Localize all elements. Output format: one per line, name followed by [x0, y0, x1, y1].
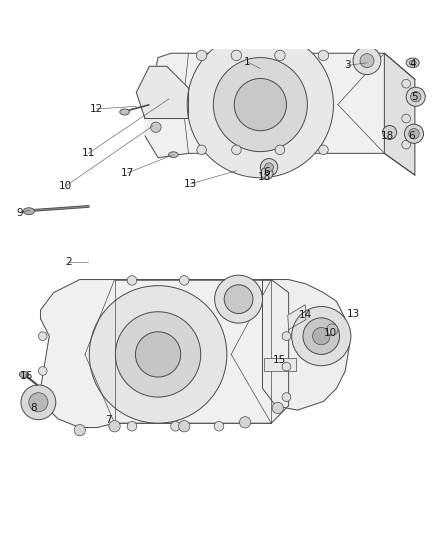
Polygon shape: [288, 305, 306, 329]
Circle shape: [404, 124, 424, 143]
Circle shape: [127, 276, 137, 285]
Polygon shape: [145, 53, 385, 158]
Circle shape: [213, 58, 307, 151]
Circle shape: [179, 421, 190, 432]
Circle shape: [260, 158, 278, 176]
Text: 10: 10: [323, 328, 336, 337]
Circle shape: [109, 421, 120, 432]
Circle shape: [240, 417, 251, 428]
Circle shape: [261, 167, 273, 180]
Ellipse shape: [19, 372, 29, 377]
Text: 4: 4: [410, 59, 416, 69]
Ellipse shape: [23, 208, 35, 215]
Circle shape: [187, 31, 333, 177]
Circle shape: [21, 385, 56, 419]
Circle shape: [282, 332, 291, 341]
Text: 15: 15: [272, 355, 286, 365]
Circle shape: [196, 50, 207, 61]
Text: 1: 1: [244, 57, 251, 67]
Circle shape: [272, 402, 283, 414]
Text: 6: 6: [408, 131, 415, 141]
Text: 10: 10: [59, 181, 72, 191]
Ellipse shape: [409, 60, 416, 66]
Text: 2: 2: [66, 257, 72, 267]
Circle shape: [89, 286, 227, 423]
Circle shape: [360, 54, 374, 68]
Circle shape: [406, 87, 425, 107]
Circle shape: [275, 145, 285, 155]
Circle shape: [39, 367, 47, 375]
Text: 9: 9: [16, 207, 23, 217]
Circle shape: [282, 362, 291, 371]
Text: 12: 12: [90, 104, 103, 114]
Circle shape: [326, 324, 338, 335]
Text: 8: 8: [31, 403, 37, 413]
Circle shape: [402, 114, 410, 123]
Text: 18: 18: [380, 131, 394, 141]
Circle shape: [275, 50, 285, 61]
Circle shape: [234, 78, 286, 131]
Circle shape: [232, 145, 241, 155]
Circle shape: [39, 332, 47, 341]
Circle shape: [402, 140, 410, 149]
Circle shape: [318, 50, 328, 61]
Text: 17: 17: [121, 168, 134, 178]
Text: 5: 5: [412, 92, 418, 102]
Circle shape: [353, 47, 381, 75]
Text: 11: 11: [82, 148, 95, 158]
Polygon shape: [262, 279, 350, 410]
Polygon shape: [136, 66, 188, 118]
Circle shape: [265, 163, 273, 172]
Text: 16: 16: [20, 371, 33, 381]
Circle shape: [383, 125, 396, 140]
Text: 14: 14: [299, 310, 312, 320]
Circle shape: [236, 276, 246, 285]
Text: 13: 13: [346, 309, 360, 319]
Circle shape: [215, 275, 262, 323]
Ellipse shape: [169, 152, 178, 157]
Circle shape: [292, 306, 351, 366]
Circle shape: [409, 128, 419, 139]
Polygon shape: [41, 279, 289, 427]
Text: 6: 6: [264, 167, 270, 176]
Circle shape: [135, 332, 181, 377]
Circle shape: [231, 50, 242, 61]
Circle shape: [410, 92, 421, 102]
Text: 7: 7: [105, 415, 111, 425]
Circle shape: [362, 50, 372, 61]
Circle shape: [303, 318, 339, 354]
Circle shape: [29, 393, 48, 412]
Bar: [264, 358, 296, 371]
Circle shape: [116, 312, 201, 397]
Circle shape: [151, 122, 161, 133]
Text: 18: 18: [258, 172, 271, 182]
Text: 3: 3: [344, 60, 351, 70]
Circle shape: [180, 276, 189, 285]
Ellipse shape: [406, 58, 419, 68]
Circle shape: [319, 145, 328, 155]
Circle shape: [171, 422, 180, 431]
Text: 13: 13: [184, 179, 198, 189]
Circle shape: [127, 422, 137, 431]
Circle shape: [224, 285, 253, 313]
Polygon shape: [385, 53, 415, 175]
Circle shape: [402, 79, 410, 88]
Circle shape: [214, 422, 224, 431]
Ellipse shape: [120, 109, 129, 115]
Circle shape: [313, 327, 330, 345]
Circle shape: [282, 393, 291, 401]
Circle shape: [197, 145, 206, 155]
Circle shape: [74, 424, 85, 436]
